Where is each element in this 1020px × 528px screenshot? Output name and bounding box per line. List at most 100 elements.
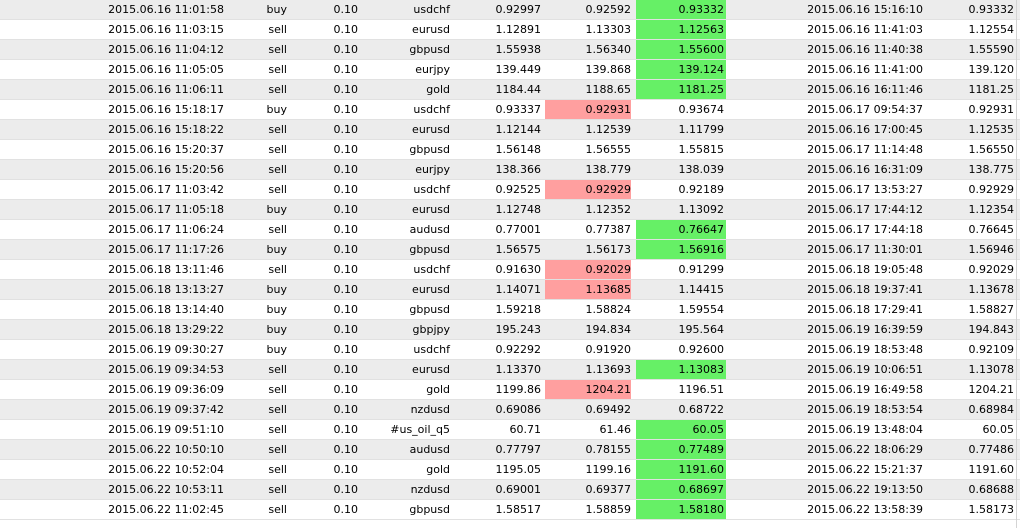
symbol-cell: gold — [426, 83, 450, 96]
open-time-cell: 2015.06.19 09:36:09 — [108, 383, 224, 396]
size-cell: 0.10 — [333, 23, 359, 36]
open-time-cell: 2015.06.22 10:50:10 — [108, 443, 224, 456]
take-profit-cell: 0.91299 — [678, 263, 725, 276]
table-row[interactable]: 2015.06.19 09:30:27 buy 0.10 usdchf 0.92… — [0, 340, 1020, 360]
close-price-cell: 1.55590 — [968, 43, 1015, 56]
table-row[interactable]: 2015.06.19 09:51:10 sell 0.10 #us_oil_q5… — [0, 420, 1020, 440]
close-time-cell: 2015.06.18 17:29:41 — [807, 303, 923, 316]
take-profit-cell: 1.58180 — [636, 500, 726, 519]
open-time-cell: 2015.06.22 10:53:11 — [108, 483, 224, 496]
open-price-cell: 1.14071 — [495, 283, 542, 296]
open-price-cell: 1.12891 — [495, 23, 542, 36]
close-time-cell: 2015.06.16 17:00:45 — [807, 123, 923, 136]
close-price-cell: 1.13078 — [968, 363, 1015, 376]
close-time-cell: 2015.06.17 13:53:27 — [807, 183, 923, 196]
take-profit-cell: 1.55600 — [636, 40, 726, 59]
size-cell: 0.10 — [333, 143, 359, 156]
symbol-cell: gbpusd — [409, 143, 450, 156]
close-time-cell: 2015.06.16 16:11:46 — [807, 83, 923, 96]
take-profit-cell: 0.92600 — [678, 343, 725, 356]
table-row[interactable]: 2015.06.22 10:50:10 sell 0.10 audusd 0.7… — [0, 440, 1020, 460]
open-time-cell: 2015.06.17 11:17:26 — [108, 243, 224, 256]
stop-loss-cell: 1199.16 — [585, 463, 632, 476]
take-profit-cell: 1.55815 — [678, 143, 725, 156]
table-row[interactable]: 2015.06.22 11:02:45 sell 0.10 gbpusd 1.5… — [0, 500, 1020, 520]
table-row[interactable]: 2015.06.16 15:18:22 sell 0.10 eurusd 1.1… — [0, 120, 1020, 140]
table-row[interactable]: 2015.06.18 13:29:22 buy 0.10 gbpjpy 195.… — [0, 320, 1020, 340]
table-row[interactable]: 2015.06.16 15:20:37 sell 0.10 gbpusd 1.5… — [0, 140, 1020, 160]
close-price-cell: 0.92931 — [968, 103, 1015, 116]
stop-loss-cell: 0.92592 — [585, 3, 632, 16]
type-cell: sell — [268, 83, 287, 96]
take-profit-cell: 1.11799 — [678, 123, 725, 136]
take-profit-cell: 1.14415 — [678, 283, 725, 296]
type-cell: buy — [266, 343, 287, 356]
type-cell: buy — [266, 243, 287, 256]
open-time-cell: 2015.06.16 11:06:11 — [108, 83, 224, 96]
close-price-cell: 1191.60 — [968, 463, 1015, 476]
take-profit-cell: 1181.25 — [636, 80, 726, 99]
take-profit-cell: 1.13092 — [678, 203, 725, 216]
size-cell: 0.10 — [333, 363, 359, 376]
close-price-cell: 194.843 — [968, 323, 1015, 336]
close-price-cell: 1204.21 — [968, 383, 1015, 396]
table-row[interactable]: 2015.06.18 13:14:40 buy 0.10 gbpusd 1.59… — [0, 300, 1020, 320]
table-row[interactable]: 2015.06.17 11:06:24 sell 0.10 audusd 0.7… — [0, 220, 1020, 240]
stop-loss-cell: 1.13685 — [545, 280, 631, 299]
type-cell: buy — [266, 3, 287, 16]
open-price-cell: 60.71 — [509, 423, 542, 436]
table-row[interactable]: 2015.06.16 11:03:15 sell 0.10 eurusd 1.1… — [0, 20, 1020, 40]
close-price-cell: 139.120 — [968, 63, 1015, 76]
type-cell: sell — [268, 423, 287, 436]
table-row[interactable]: 2015.06.17 11:05:18 buy 0.10 eurusd 1.12… — [0, 200, 1020, 220]
table-row[interactable]: 2015.06.16 11:01:58 buy 0.10 usdchf 0.92… — [0, 0, 1020, 20]
open-price-cell: 0.92997 — [495, 3, 542, 16]
type-cell: buy — [266, 203, 287, 216]
table-row[interactable]: 2015.06.18 13:13:27 buy 0.10 eurusd 1.14… — [0, 280, 1020, 300]
symbol-cell: nzdusd — [410, 403, 450, 416]
take-profit-cell: 0.77489 — [636, 440, 726, 459]
close-time-cell: 2015.06.18 19:05:48 — [807, 263, 923, 276]
symbol-cell: #us_oil_q5 — [390, 423, 450, 436]
type-cell: sell — [268, 143, 287, 156]
symbol-cell: eurusd — [412, 23, 450, 36]
open-price-cell: 0.92292 — [495, 343, 542, 356]
take-profit-cell: 1.12563 — [636, 20, 726, 39]
close-time-cell: 2015.06.22 13:58:39 — [807, 503, 923, 516]
type-cell: sell — [268, 163, 287, 176]
type-cell: sell — [268, 443, 287, 456]
table-row[interactable]: 2015.06.19 09:36:09 sell 0.10 gold 1199.… — [0, 380, 1020, 400]
size-cell: 0.10 — [333, 463, 359, 476]
table-row[interactable]: 2015.06.22 10:52:04 sell 0.10 gold 1195.… — [0, 460, 1020, 480]
open-time-cell: 2015.06.18 13:29:22 — [108, 323, 224, 336]
table-row[interactable]: 2015.06.22 10:53:11 sell 0.10 nzdusd 0.6… — [0, 480, 1020, 500]
close-time-cell: 2015.06.17 17:44:12 — [807, 203, 923, 216]
type-cell: sell — [268, 23, 287, 36]
open-time-cell: 2015.06.19 09:30:27 — [108, 343, 224, 356]
stop-loss-cell: 1.56173 — [585, 243, 632, 256]
table-row[interactable]: 2015.06.17 11:17:26 buy 0.10 gbpusd 1.56… — [0, 240, 1020, 260]
open-price-cell: 0.93337 — [495, 103, 542, 116]
table-row[interactable]: 2015.06.16 11:05:05 sell 0.10 eurjpy 139… — [0, 60, 1020, 80]
table-row[interactable]: 2015.06.16 11:04:12 sell 0.10 gbpusd 1.5… — [0, 40, 1020, 60]
table-row[interactable]: 2015.06.16 15:20:56 sell 0.10 eurjpy 138… — [0, 160, 1020, 180]
type-cell: sell — [268, 383, 287, 396]
stop-loss-cell: 61.46 — [599, 423, 632, 436]
close-time-cell: 2015.06.19 16:39:59 — [807, 323, 923, 336]
type-cell: sell — [268, 503, 287, 516]
take-profit-cell: 0.93332 — [636, 0, 726, 19]
table-row[interactable]: 2015.06.16 15:18:17 buy 0.10 usdchf 0.93… — [0, 100, 1020, 120]
close-time-cell: 2015.06.17 09:54:37 — [807, 103, 923, 116]
table-row[interactable]: 2015.06.18 13:11:46 sell 0.10 usdchf 0.9… — [0, 260, 1020, 280]
table-row[interactable]: 2015.06.19 09:37:42 sell 0.10 nzdusd 0.6… — [0, 400, 1020, 420]
close-price-cell: 0.93332 — [968, 3, 1015, 16]
open-time-cell: 2015.06.17 11:05:18 — [108, 203, 224, 216]
symbol-cell: eurusd — [412, 283, 450, 296]
table-row[interactable]: 2015.06.16 11:06:11 sell 0.10 gold 1184.… — [0, 80, 1020, 100]
table-row[interactable]: 2015.06.17 11:03:42 sell 0.10 usdchf 0.9… — [0, 180, 1020, 200]
open-time-cell: 2015.06.18 13:13:27 — [108, 283, 224, 296]
size-cell: 0.10 — [333, 263, 359, 276]
symbol-cell: eurjpy — [415, 163, 450, 176]
open-price-cell: 1195.05 — [495, 463, 542, 476]
table-row[interactable]: 2015.06.19 09:34:53 sell 0.10 eurusd 1.1… — [0, 360, 1020, 380]
